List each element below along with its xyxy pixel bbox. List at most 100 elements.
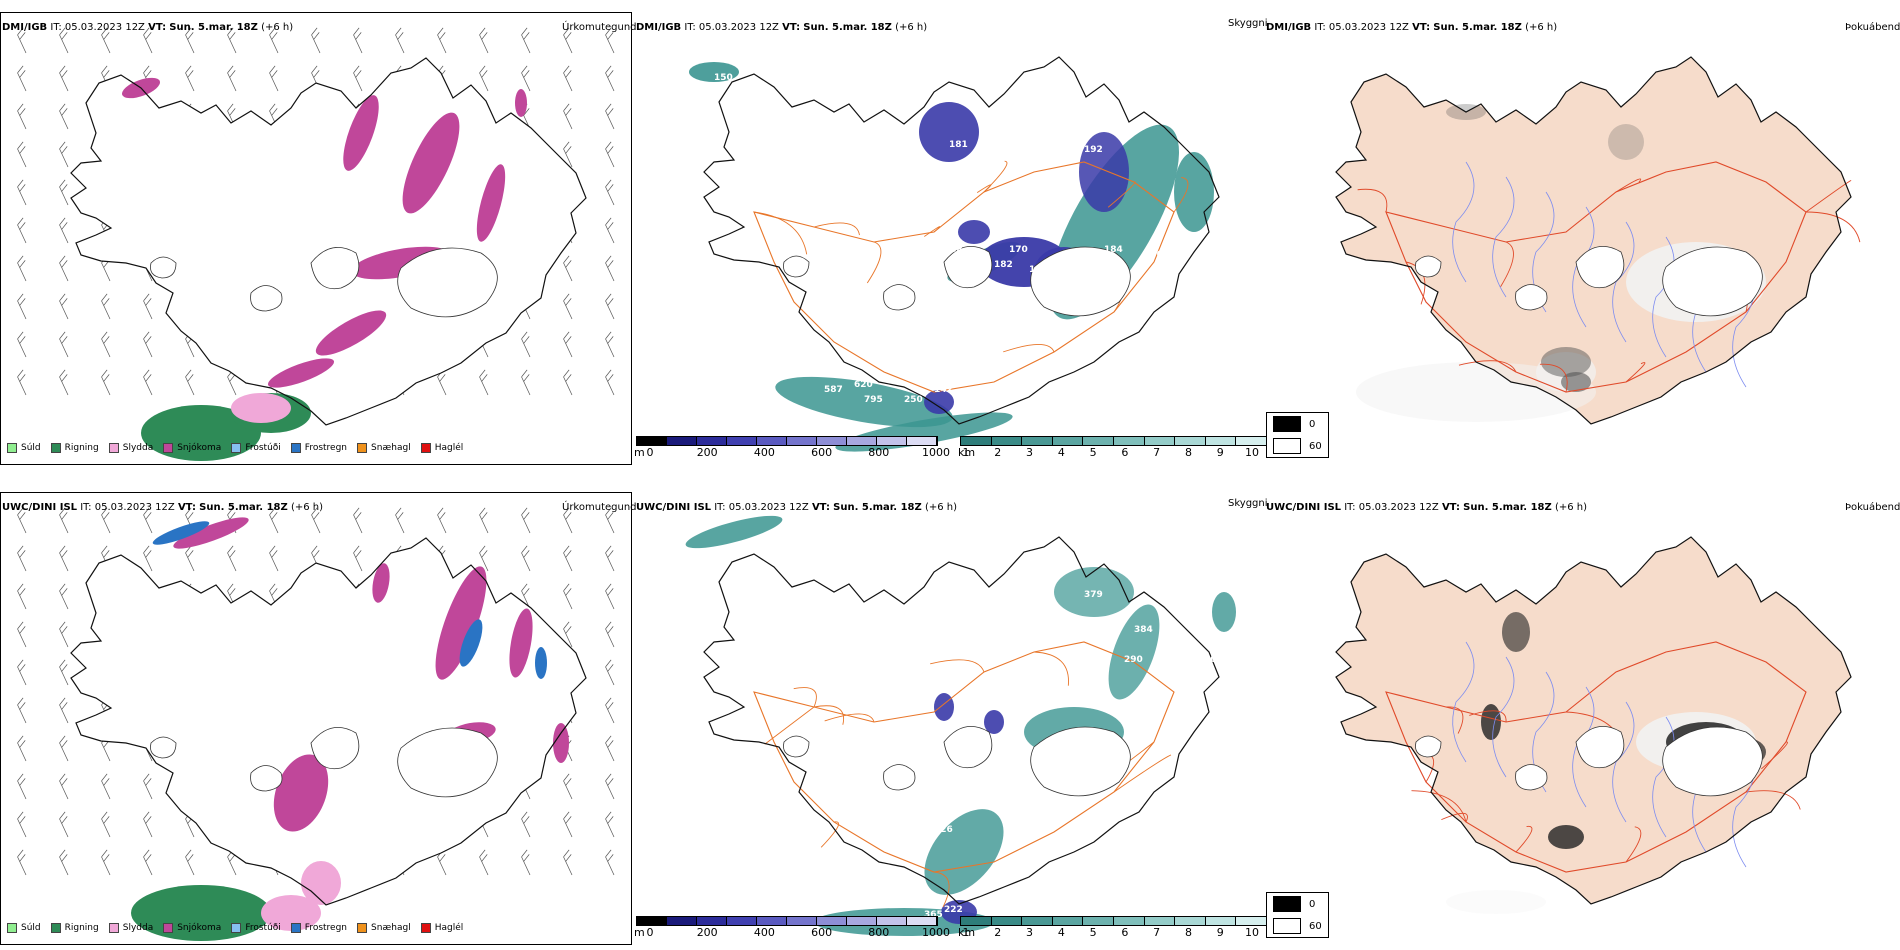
colorbar-step [907,917,937,925]
colorbar-step [1052,437,1084,445]
visibility-value-label: 276 [1144,250,1163,260]
colorbar-step [1083,437,1114,445]
panel-header: DMI/IGB IT: 05.03.2023 12Z VT: Sun. 5.ma… [636,22,928,33]
wind-barb [311,27,321,54]
legend-label: Frostúði [245,923,281,933]
iceland-coastline [703,536,1220,905]
visibility-value-label: 112 [1089,270,1108,280]
visibility-value-label: 485 [1139,695,1158,705]
visibility-value-label: 128 [1054,740,1073,750]
legend-label: Snæhagl [371,443,411,453]
wind-barb [59,811,69,838]
road-ring [1385,161,1807,393]
road [764,706,815,745]
legend-swatch [357,443,368,453]
visibility-value-label: 250 [904,395,923,405]
river [1572,206,1595,328]
snow-area [173,517,249,549]
lead-time: (+6 h) [261,22,294,33]
legend-item: Súld [7,923,41,933]
legend-item: Snæhagl [357,923,411,933]
snow-area [372,563,390,603]
glacier-vatnajokull [1030,246,1131,317]
moderate-visibility-area [1174,152,1214,232]
iceland-land [1336,57,1851,424]
legend-swatch [108,443,119,453]
panel-header: UWC/DINI ISL IT: 05.03.2023 12Z VT: Sun.… [1266,502,1587,513]
wind-barb [479,507,489,534]
model-name: DMI/IGB [2,22,48,33]
colorbar-tick: 800 [868,926,890,939]
sleet-area [261,895,321,931]
visibility-value-label: 184 [1104,245,1123,255]
fog-map-dmi [1335,56,1861,425]
colorbar-step [1113,437,1145,445]
colorbar-step [1144,437,1176,445]
wind-barb [17,217,27,244]
wind-barb [563,293,573,320]
legend-swatch [50,443,61,453]
fog-legend-swatch [1273,896,1301,912]
river [1452,161,1475,283]
wind-barb [17,103,27,130]
colorbar-step [697,917,727,925]
colorbar-tick: 400 [753,926,775,939]
wind-barb [143,849,153,876]
moderate-visibility-area [1212,592,1236,632]
legend-label: Snjókoma [177,923,222,933]
river [1652,716,1675,838]
wind-barb [59,773,69,800]
legend-label: Frostregn [304,923,348,933]
moderate-visibility-area [924,809,1004,895]
fog-legend-label: 60 [1309,920,1322,932]
wind-barb [605,811,615,838]
road [1173,176,1189,213]
wind-barb [563,331,573,358]
road [1003,343,1055,353]
legend-label: Rigning [64,443,99,453]
fog-legend-label: 60 [1309,440,1322,452]
wind-barb [143,773,153,800]
colorbar-step [847,917,877,925]
visibility-km-colorbar: km 1 2 3 4 5 6 7 8 9 10 [958,916,1268,940]
wind-barb [605,773,615,800]
moderate-visibility-area [685,515,783,549]
wind-barb [17,255,27,282]
road [930,659,985,673]
wind-barb [563,27,573,54]
legend-item: Haglél [420,443,463,453]
iceland-coastline [703,56,1220,425]
snow-area [273,754,329,832]
colorbar-tick: 2 [994,926,1002,939]
colorbar-step [1175,437,1206,445]
visibility-value-label: 124 [1074,265,1093,275]
precip-type-map-dmi [17,27,615,461]
fog-map-uwc [1335,536,1852,914]
wind-barb [521,369,531,396]
colorbar-step [757,917,787,925]
wind-barb [59,697,69,724]
road [1805,211,1861,243]
wind-barb [605,697,615,724]
wind-barb [521,849,531,876]
wind-barb [353,507,363,534]
fog-high-area [1608,124,1644,160]
road [824,713,875,723]
precip-type-map-uwc [17,507,615,941]
legend-label: Súld [21,443,41,453]
wind-barb [17,811,27,838]
panel-header: DMI/IGB IT: 05.03.2023 12Z VT: Sun. 5.ma… [1266,22,1558,33]
colorbar-step [1205,437,1237,445]
road [983,160,1008,193]
wind-barb [143,331,153,358]
wind-barb [437,27,447,54]
wind-barb [605,217,615,244]
low-visibility-area [984,710,1004,734]
wind-barb [143,369,153,396]
fog-legend-entry: 60 [1267,435,1328,457]
legend-item: Frostregn [290,443,347,453]
wind-barb [521,507,531,534]
road [1539,363,1568,393]
colorbar-step [1022,917,1053,925]
colorbar-step [1175,917,1206,925]
